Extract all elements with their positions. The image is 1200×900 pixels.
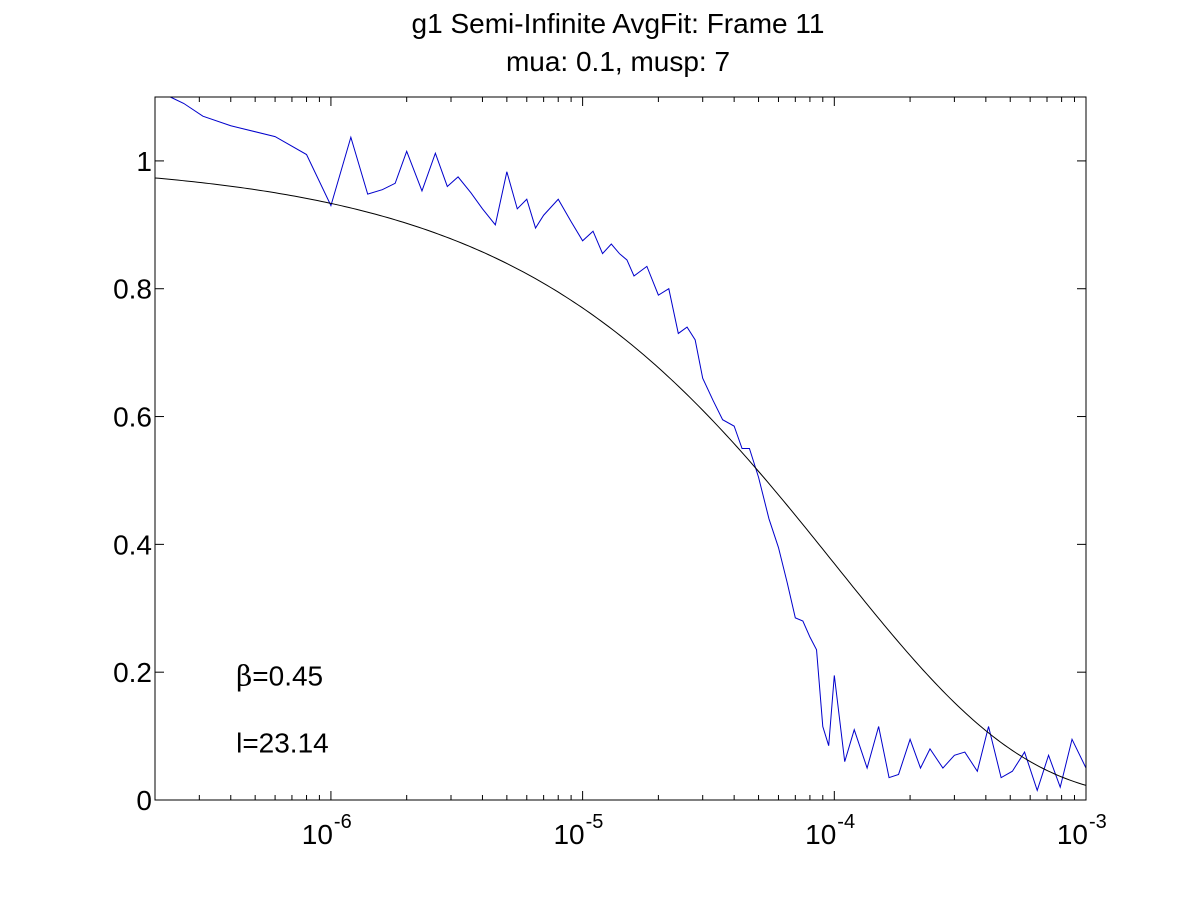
y-tick-label: 0.2 <box>113 657 152 688</box>
x-tick-label: 10 -5 <box>553 811 603 850</box>
x-tick-base: 10 <box>553 819 584 850</box>
x-tick-exponent: -3 <box>1089 811 1107 833</box>
series-layer <box>154 96 1087 793</box>
y-tick-label: 0.6 <box>113 402 152 433</box>
x-tick-base: 10 <box>1057 819 1088 850</box>
tick-marks <box>154 97 1087 801</box>
x-tick-exponent: -5 <box>586 811 604 833</box>
x-tick-label: 10 -3 <box>1057 811 1107 850</box>
plot-area <box>155 97 1086 800</box>
x-tick-labels: 10 -6 10 -5 10 -4 10 -3 <box>302 811 1107 850</box>
y-tick-labels: 0 0.2 0.4 0.6 0.8 1 <box>113 146 152 816</box>
x-tick-base: 10 <box>302 819 333 850</box>
measured-series-line <box>170 96 1087 793</box>
x-tick-exponent: -4 <box>837 811 855 833</box>
x-tick-label: 10 -6 <box>302 811 352 850</box>
x-tick-label: 10 -4 <box>805 811 855 850</box>
x-tick-base: 10 <box>805 819 836 850</box>
y-tick-label: 1 <box>136 146 152 177</box>
chart-subtitle: mua: 0.1, musp: 7 <box>506 46 730 77</box>
chart-title: g1 Semi-Infinite AvgFit: Frame 11 <box>412 8 825 39</box>
annotations: β=0.45 l=23.14 <box>236 659 329 758</box>
x-tick-exponent: -6 <box>334 811 352 833</box>
fit-curve-line <box>154 177 1087 786</box>
y-tick-label: 0.4 <box>113 529 152 560</box>
y-tick-label: 0.8 <box>113 274 152 305</box>
l-annotation: l=23.14 <box>236 727 329 758</box>
beta-annotation: β=0.45 <box>236 659 323 692</box>
y-tick-label: 0 <box>136 785 152 816</box>
plot-frame <box>154 96 1087 801</box>
